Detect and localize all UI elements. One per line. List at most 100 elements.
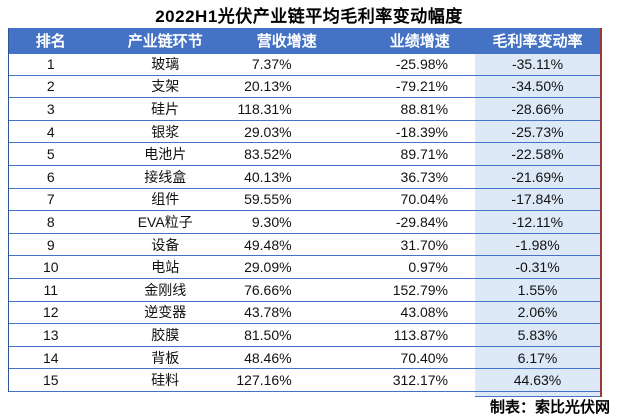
cell-segment: 支架 xyxy=(151,78,180,95)
cell-rank: 4 xyxy=(46,123,55,140)
cell-revenue: 7.37% xyxy=(251,56,292,73)
cell-rank: 11 xyxy=(43,281,59,298)
cell-profit: 70.04% xyxy=(400,191,449,208)
cell-profit: -18.39% xyxy=(395,123,449,140)
cell-segment: 电池片 xyxy=(144,146,187,163)
cell-profit: 70.40% xyxy=(400,349,449,366)
cell-rank: 13 xyxy=(43,326,59,343)
cell-revenue: 48.46% xyxy=(244,349,292,366)
table-row: 10 电站 29.09% 0.97% xyxy=(9,256,478,279)
table-row: 12 逆变器 43.78% 43.08% xyxy=(9,301,478,325)
cell-revenue: 43.78% xyxy=(244,304,292,321)
cell-segment: 玻璃 xyxy=(151,56,180,73)
cell-rank: 1 xyxy=(46,56,55,73)
cell-segment: 胶膜 xyxy=(151,326,180,343)
table-row: 13 胶膜 81.50% 113.87% xyxy=(9,324,478,347)
cell-margin-change: -0.31% xyxy=(475,256,600,279)
cell-profit: -29.84% xyxy=(395,213,449,230)
table-row: 6 接线盒 40.13% 36.73% xyxy=(9,165,478,189)
cell-margin-change: -34.50% xyxy=(475,75,600,99)
cell-margin-change: -28.66% xyxy=(475,98,600,121)
cell-revenue: 9.30% xyxy=(251,213,292,230)
cell-profit: -25.98% xyxy=(395,56,449,73)
header-cell-margin-change: 毛利率变动率 xyxy=(475,28,600,53)
cell-revenue: 29.09% xyxy=(244,259,292,276)
cell-margin-change: -12.11% xyxy=(475,211,600,234)
cell-revenue: 59.55% xyxy=(244,191,292,208)
cell-revenue: 20.13% xyxy=(244,78,292,95)
table-row: 7 组件 59.55% 70.04% xyxy=(9,188,478,212)
cell-profit: 312.17% xyxy=(392,372,449,389)
header-cell-profit: 业绩增速 xyxy=(389,33,450,50)
cell-rank: 9 xyxy=(46,236,55,253)
cell-margin-change: 5.83% xyxy=(475,324,600,347)
cell-profit: 36.73% xyxy=(400,168,449,185)
table-row: 8 EVA粒子 9.30% -29.84% xyxy=(9,211,478,234)
cell-rank: 2 xyxy=(46,78,55,95)
cell-rank: 3 xyxy=(46,100,55,117)
cell-rank: 8 xyxy=(46,213,55,230)
cell-segment: EVA粒子 xyxy=(137,213,193,230)
table-body: 1 玻璃 7.37% -25.98% 2 支架 20.13% -79.21% 3 硅片 118.31… xyxy=(9,53,478,392)
cell-revenue: 81.50% xyxy=(244,326,292,343)
cell-profit: 89.71% xyxy=(400,146,449,163)
cell-revenue: 83.52% xyxy=(244,146,292,163)
table-row: 1 玻璃 7.37% -25.98% xyxy=(9,53,478,76)
cell-profit: 88.81% xyxy=(400,100,449,117)
table-row: 15 硅料 127.16% 312.17% xyxy=(9,369,478,392)
cell-margin-change: -1.98% xyxy=(475,233,600,257)
cell-segment: 金刚线 xyxy=(144,281,187,298)
cell-profit: 43.08% xyxy=(400,304,449,321)
cell-revenue: 127.16% xyxy=(236,372,292,389)
cell-margin-change: -17.84% xyxy=(475,188,600,212)
cell-rank: 14 xyxy=(43,349,59,366)
table-row: 5 电池片 83.52% 89.71% xyxy=(9,143,478,166)
header-cell-revenue: 营收增速 xyxy=(256,33,317,50)
header-cell-rank: 排名 xyxy=(35,33,66,50)
cell-segment: 硅片 xyxy=(151,100,180,117)
cell-profit: 0.97% xyxy=(408,259,449,276)
cell-rank: 5 xyxy=(46,146,55,163)
cell-revenue: 29.03% xyxy=(244,123,292,140)
cell-profit: -79.21% xyxy=(395,78,449,95)
cell-profit: 31.70% xyxy=(400,236,449,253)
cell-margin-change: 1.55% xyxy=(475,278,600,302)
table-row: 3 硅片 118.31% 88.81% xyxy=(9,98,478,121)
cell-revenue: 76.66% xyxy=(244,281,292,298)
cell-margin-change: 6.17% xyxy=(475,346,600,370)
cell-margin-change: -21.69% xyxy=(475,165,600,189)
table-row: 4 银浆 29.03% -18.39% xyxy=(9,120,478,144)
highlight-column-stub xyxy=(475,391,600,397)
cell-segment: 银浆 xyxy=(151,123,180,140)
cell-revenue: 49.48% xyxy=(244,236,292,253)
table-row: 11 金刚线 76.66% 152.79% xyxy=(9,278,478,302)
table-row: 9 设备 49.48% 31.70% xyxy=(9,233,478,257)
highlight-column: 毛利率变动率 -35.11% -34.50% -28.66% -25.73% -22.5… xyxy=(475,28,602,397)
cell-segment: 电站 xyxy=(151,259,180,276)
cell-segment: 接线盒 xyxy=(144,168,187,185)
cell-profit: 113.87% xyxy=(393,326,449,343)
cell-margin-change: -25.73% xyxy=(475,120,600,144)
cell-rank: 7 xyxy=(46,191,55,208)
table-row: 14 背板 48.46% 70.40% xyxy=(9,346,478,370)
cell-margin-change: 2.06% xyxy=(475,301,600,325)
cell-profit: 152.79% xyxy=(392,281,449,298)
cell-margin-change: -35.11% xyxy=(475,53,600,76)
highlight-body: -35.11% -34.50% -28.66% -25.73% -22.58% -21.6… xyxy=(475,53,600,392)
cell-rank: 12 xyxy=(43,304,59,321)
cell-segment: 背板 xyxy=(151,349,180,366)
table-header-row: 排名 产业链环节 营收增速 业绩增速 xyxy=(9,28,478,53)
cell-margin-change: -22.58% xyxy=(475,143,600,166)
cell-margin-change: 44.63% xyxy=(475,369,600,392)
main-table: 排名 产业链环节 营收增速 业绩增速 1 玻璃 7.37% -25.98% 2 支架 20.… xyxy=(8,28,479,392)
cell-segment: 组件 xyxy=(151,191,180,208)
header-cell-segment: 产业链环节 xyxy=(127,33,203,50)
cell-revenue: 118.31% xyxy=(237,100,292,117)
cell-revenue: 40.13% xyxy=(244,168,292,185)
cell-rank: 6 xyxy=(46,168,55,185)
page-title: 2022H1光伏产业链平均毛利率变动幅度 xyxy=(155,7,463,26)
cell-segment: 设备 xyxy=(151,236,180,253)
cell-rank: 15 xyxy=(42,372,59,389)
cell-segment: 逆变器 xyxy=(144,304,187,321)
table-row: 2 支架 20.13% -79.21% xyxy=(9,75,478,99)
